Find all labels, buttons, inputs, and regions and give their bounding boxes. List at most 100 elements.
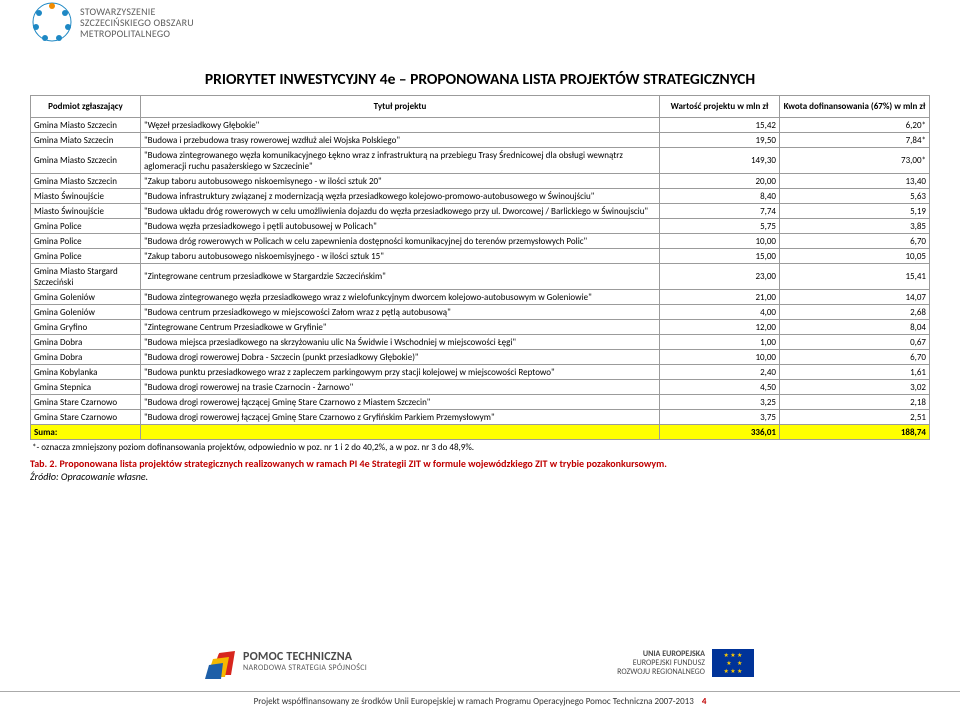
cell-entity: Gmina Miasto Szczecin — [31, 118, 141, 133]
cell-entity: Gmina Police — [31, 219, 141, 234]
cell-entity: Gmina Police — [31, 234, 141, 249]
eu-flag-icon: ★ ★ ★★ ★★ ★ ★ — [711, 648, 755, 678]
cell-funding: 7,84* — [780, 133, 930, 148]
col-entity: Podmiot zgłaszający — [31, 96, 141, 118]
source-note: Źródło: Opracowanie własne. — [30, 470, 148, 483]
logo-line2: SZCZECIŃSKIEGO OBSZARU — [80, 17, 194, 28]
col-funding: Kwota dofinansowania (67%) w mln zł — [780, 96, 930, 118]
cell-entity: Gmina Kobylanka — [31, 365, 141, 380]
table-row: Gmina Dobra"Budowa drogi rowerowej Dobra… — [31, 350, 930, 365]
cell-funding: 14,07 — [780, 290, 930, 305]
cell-title: "Zakup taboru autobusowego niskoemisyneg… — [141, 174, 660, 189]
cell-funding: 73,00* — [780, 148, 930, 174]
cell-title: "Budowa zintegrowanego węzła przesiadkow… — [141, 290, 660, 305]
table-header-row: Podmiot zgłaszający Tytuł projektu Warto… — [31, 96, 930, 118]
table-row: Gmina Gryfino"Zintegrowane Centrum Przes… — [31, 320, 930, 335]
eu-logo: UNIA EUROPEJSKA EUROPEJSKI FUNDUSZ ROZWO… — [617, 648, 755, 678]
table-row: Gmina Goleniów"Budowa centrum przesiadko… — [31, 305, 930, 320]
cell-value: 10,00 — [660, 234, 780, 249]
cell-funding: 13,40 — [780, 174, 930, 189]
cell-value: 4,00 — [660, 305, 780, 320]
footer-line: Projekt współfinansowany ze środków Unii… — [0, 691, 960, 707]
cell-entity: Gmina Goleniów — [31, 290, 141, 305]
cell-entity: Gmina Miato Szczecin — [31, 133, 141, 148]
cell-funding: 5,63 — [780, 189, 930, 204]
cell-value: 23,00 — [660, 264, 780, 290]
table-row: Gmina Miasto Szczecin"Zakup taboru autob… — [31, 174, 930, 189]
cell-funding: 10,05 — [780, 249, 930, 264]
cell-title: "Budowa drogi rowerowej Dobra - Szczecin… — [141, 350, 660, 365]
table-row: Gmina Stare Czarnowo"Budowa drogi rowero… — [31, 395, 930, 410]
cell-value: 3,25 — [660, 395, 780, 410]
table-row: Gmina Stepnica"Budowa drogi rowerowej na… — [31, 380, 930, 395]
table-caption: Tab. 2. Proponowana lista projektów stra… — [30, 457, 930, 483]
cell-funding: 1,61 — [780, 365, 930, 380]
cell-value: 4,50 — [660, 380, 780, 395]
cell-value: 15,42 — [660, 118, 780, 133]
table-row: Gmina Miasto Szczecin"Węzeł przesiadkowy… — [31, 118, 930, 133]
cell-entity: Gmina Dobra — [31, 350, 141, 365]
cell-value: 20,00 — [660, 174, 780, 189]
cell-value: 21,00 — [660, 290, 780, 305]
table-row: Gmina Stare Czarnowo"Budowa drogi rowero… — [31, 410, 930, 425]
cell-title: "Budowa punktu przesiadkowego wraz z zap… — [141, 365, 660, 380]
sum-blank — [141, 425, 660, 440]
cell-funding: 3,85 — [780, 219, 930, 234]
cell-entity: Gmina Miasto Stargard Szczeciński — [31, 264, 141, 290]
cell-title: "Zintegrowane Centrum Przesiadkowe w Gry… — [141, 320, 660, 335]
cell-entity: Gmina Miasto Szczecin — [31, 174, 141, 189]
table-row: Gmina Miasto Szczecin"Budowa zintegrowan… — [31, 148, 930, 174]
col-value: Wartość projektu w mln zł — [660, 96, 780, 118]
cell-entity: Miasto Świnoujście — [31, 189, 141, 204]
cell-value: 5,75 — [660, 219, 780, 234]
table-row: Miasto Świnoujście"Budowa układu dróg ro… — [31, 204, 930, 219]
cell-funding: 6,70 — [780, 234, 930, 249]
tab2-label: Tab. 2. — [30, 457, 57, 470]
cell-value: 19,50 — [660, 133, 780, 148]
cell-entity: Gmina Gryfino — [31, 320, 141, 335]
som-logo-icon — [30, 0, 74, 44]
cell-title: "Zintegrowane centrum przesiadkowe w Sta… — [141, 264, 660, 290]
cell-title: "Zakup taboru autobusowego niskoemisyjne… — [141, 249, 660, 264]
cell-title: "Budowa zintegrowanego węzła komunikacyj… — [141, 148, 660, 174]
cell-title: "Budowa węzła przesiadkowego i pętli aut… — [141, 219, 660, 234]
cell-value: 7,74 — [660, 204, 780, 219]
cell-entity: Gmina Stare Czarnowo — [31, 410, 141, 425]
logo-line1: STOWARZYSZENIE — [80, 6, 194, 17]
cell-value: 8,40 — [660, 189, 780, 204]
table-row: Gmina Miato Szczecin"Budowa i przebudowa… — [31, 133, 930, 148]
cell-value: 10,00 — [660, 350, 780, 365]
tab2-text: Proponowana lista projektów strategiczny… — [59, 457, 667, 470]
projects-table: Podmiot zgłaszający Tytuł projektu Warto… — [30, 95, 930, 440]
cell-entity: Gmina Miasto Szczecin — [31, 148, 141, 174]
table-row: Miasto Świnoujście"Budowa infrastruktury… — [31, 189, 930, 204]
table-row: Gmina Miasto Stargard Szczeciński"Zinteg… — [31, 264, 930, 290]
cell-title: "Budowa drogi rowerowej łączącej Gminę S… — [141, 410, 660, 425]
sum-value: 336,01 — [660, 425, 780, 440]
table-row: Gmina Kobylanka"Budowa punktu przesiadko… — [31, 365, 930, 380]
top-logo: STOWARZYSZENIE SZCZECIŃSKIEGO OBSZARU ME… — [30, 0, 194, 44]
cell-funding: 5,19 — [780, 204, 930, 219]
cell-title: "Budowa dróg rowerowych w Policach w cel… — [141, 234, 660, 249]
table-row: Gmina Goleniów"Budowa zintegrowanego węz… — [31, 290, 930, 305]
cell-title: "Budowa centrum przesiadkowego w miejsco… — [141, 305, 660, 320]
footer-text: Projekt współfinansowany ze środków Unii… — [254, 696, 694, 707]
cell-funding: 2,51 — [780, 410, 930, 425]
cell-funding: 3,02 — [780, 380, 930, 395]
cell-entity: Gmina Dobra — [31, 335, 141, 350]
page-title: PRIORYTET INWESTYCYJNY 4e – PROPONOWANA … — [30, 70, 930, 89]
cell-entity: Miasto Świnoujście — [31, 204, 141, 219]
logo-line3: METROPOLITALNEGO — [80, 28, 194, 39]
footer-logos: POMOC TECHNICZNA NARODOWA STRATEGIA SPÓJ… — [0, 647, 960, 679]
cell-funding: 6,70 — [780, 350, 930, 365]
table-sum-row: Suma:336,01188,74 — [31, 425, 930, 440]
cell-funding: 6,20* — [780, 118, 930, 133]
cell-entity: Gmina Goleniów — [31, 305, 141, 320]
cell-value: 3,75 — [660, 410, 780, 425]
table-row: Gmina Police"Budowa węzła przesiadkowego… — [31, 219, 930, 234]
cell-entity: Gmina Stepnica — [31, 380, 141, 395]
page-number: 4 — [702, 696, 707, 707]
cell-title: "Budowa drogi rowerowej łączącej Gminę S… — [141, 395, 660, 410]
table-row: Gmina Dobra"Budowa miejsca przesiadkoweg… — [31, 335, 930, 350]
cell-funding: 2,18 — [780, 395, 930, 410]
